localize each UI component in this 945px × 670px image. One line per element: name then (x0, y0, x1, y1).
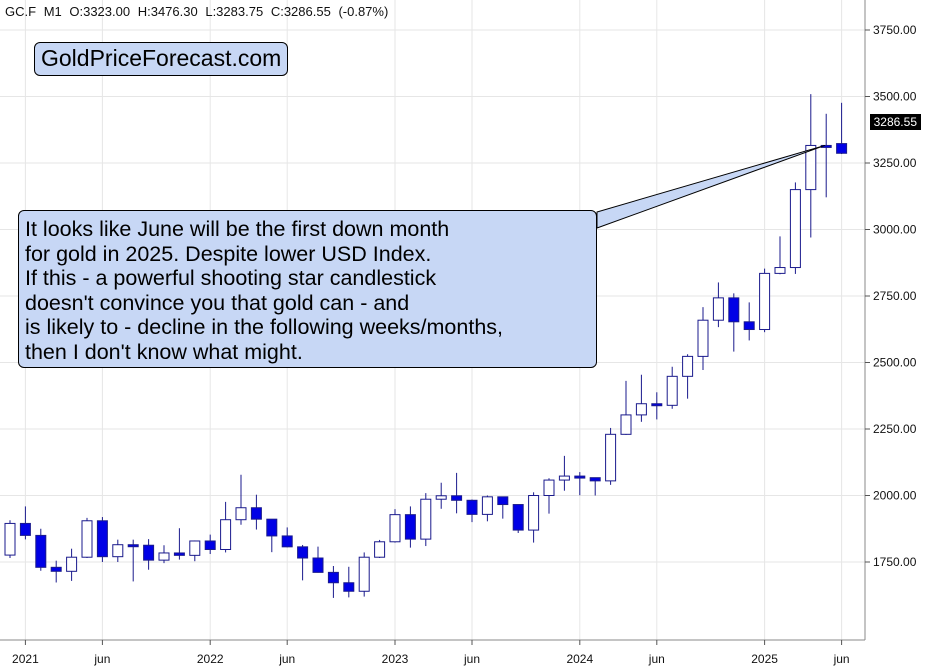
candle-body-up (789, 189, 801, 269)
candle-body-up (435, 495, 447, 500)
candle-body-down (127, 544, 139, 548)
x-tick-label: 2021 (12, 652, 39, 666)
candles-layer (4, 94, 848, 598)
y-tick-label: 2250.00 (873, 422, 917, 436)
candle-body-up (220, 519, 232, 550)
candle-body-down (266, 518, 278, 537)
annotation-line: for gold in 2025. Despite lower USD Inde… (25, 241, 432, 266)
candle-body-down (297, 546, 309, 559)
candle-body-down (250, 507, 262, 520)
candle-body-up (81, 520, 93, 558)
candle-body-down (281, 535, 293, 548)
candle-body-down (404, 514, 416, 540)
candle-body-down (343, 582, 355, 592)
x-tick-label: jun (463, 652, 480, 666)
candle-body-up (697, 319, 709, 357)
candle-body-up (420, 498, 432, 540)
last-price-label: 3286.55 (869, 114, 921, 130)
annotation-callout: It looks like June will be the first dow… (18, 210, 597, 368)
y-tick-label: 2000.00 (873, 489, 917, 503)
candle-body-up (666, 375, 678, 406)
low-value: L:3283.75 (205, 4, 264, 19)
open-value: O:3323.00 (69, 4, 131, 19)
annotation-line: If this - a powerful shooting star candl… (25, 266, 437, 290)
y-tick-label: 2750.00 (873, 289, 917, 303)
candle-body-down (204, 540, 216, 550)
candle-body-up (759, 272, 771, 331)
candle-body-down (312, 557, 324, 573)
candle-body-down (35, 534, 47, 568)
annotation-line: is likely to - decline in the following … (25, 315, 503, 339)
y-tick-label: 3750.00 (873, 23, 917, 37)
candle-body-up (620, 414, 632, 435)
annotation-line: then I don't know what might. (25, 339, 303, 364)
high-value: H:3476.30 (137, 4, 198, 19)
candle-body-up (481, 496, 493, 515)
x-tick-label: 2022 (197, 652, 224, 666)
candle-body-down (512, 504, 524, 531)
candle-body-down (574, 475, 586, 479)
candle-body-up (528, 495, 540, 531)
candle-body-up (635, 403, 647, 416)
y-tick-label: 3250.00 (873, 156, 917, 170)
callout-pointer (596, 144, 825, 229)
candle-body-down (836, 143, 848, 154)
candle-body-up (374, 541, 386, 558)
candle-body-down (143, 544, 155, 561)
candle-body-up (112, 544, 124, 558)
y-axis-ticks: 1750.00 2000.00 2250.00 2500.00 2750.00 3000.… (865, 23, 917, 569)
candle-body-down (728, 297, 740, 323)
candle-body-down (327, 571, 339, 584)
interval-label: M1 (43, 4, 62, 19)
candle-body-up (558, 475, 570, 481)
y-tick-label: 3000.00 (873, 223, 917, 237)
close-value: C:3286.55 (270, 4, 331, 19)
brand-label: GoldPriceForecast.com (34, 42, 289, 76)
change-value: (-0.87%) (338, 4, 389, 19)
candle-body-down (50, 566, 62, 572)
x-tick-label: jun (833, 652, 850, 666)
annotation-line: It looks like June will be the first dow… (25, 217, 450, 241)
candle-body-up (774, 267, 786, 274)
x-tick-label: 2025 (751, 652, 778, 666)
candle-body-down (173, 552, 185, 556)
callout-pointer-shape (596, 144, 825, 229)
x-tick-label: 2023 (382, 652, 409, 666)
x-tick-label: jun (648, 652, 665, 666)
candle-body-up (4, 522, 16, 556)
annotation-line: doesn't convince you that gold can - and (25, 290, 410, 315)
x-tick-label: jun (278, 652, 295, 666)
candle-body-down (96, 520, 108, 558)
candle-body-down (651, 403, 663, 407)
candle-body-down (466, 499, 478, 515)
y-tick-label: 1750.00 (873, 555, 917, 569)
candle-body-up (189, 540, 201, 556)
axes (0, 0, 866, 641)
x-axis-ticks: 2021 jun 2022 jun 2023 jun 2024 jun 2025 jun (12, 640, 850, 666)
candle-body-down (743, 321, 755, 331)
candle-body-down (497, 496, 509, 506)
candle-body-down (451, 495, 463, 501)
candle-body-up (358, 556, 370, 592)
candle-body-up (805, 144, 817, 191)
candle-body-up (66, 556, 78, 572)
candle-body-up (605, 433, 617, 482)
candle-body-up (158, 552, 170, 561)
candle-body-up (543, 479, 555, 496)
y-tick-label: 2500.00 (873, 356, 917, 370)
candle-body-up (712, 297, 724, 321)
symbol-label: GC.F (5, 4, 37, 19)
x-tick-label: 2024 (566, 652, 593, 666)
y-tick-label: 3500.00 (873, 90, 917, 104)
candle-body-up (389, 514, 401, 543)
candle-body-down (589, 477, 601, 482)
candle-body-down (19, 522, 31, 536)
candle-body-up (235, 507, 247, 521)
x-tick-label: jun (93, 652, 110, 666)
ticker-header: GC.F M1 O:3323.00 H:3476.30 L:3283.75 C:… (5, 4, 392, 19)
candle-body-up (682, 355, 694, 377)
